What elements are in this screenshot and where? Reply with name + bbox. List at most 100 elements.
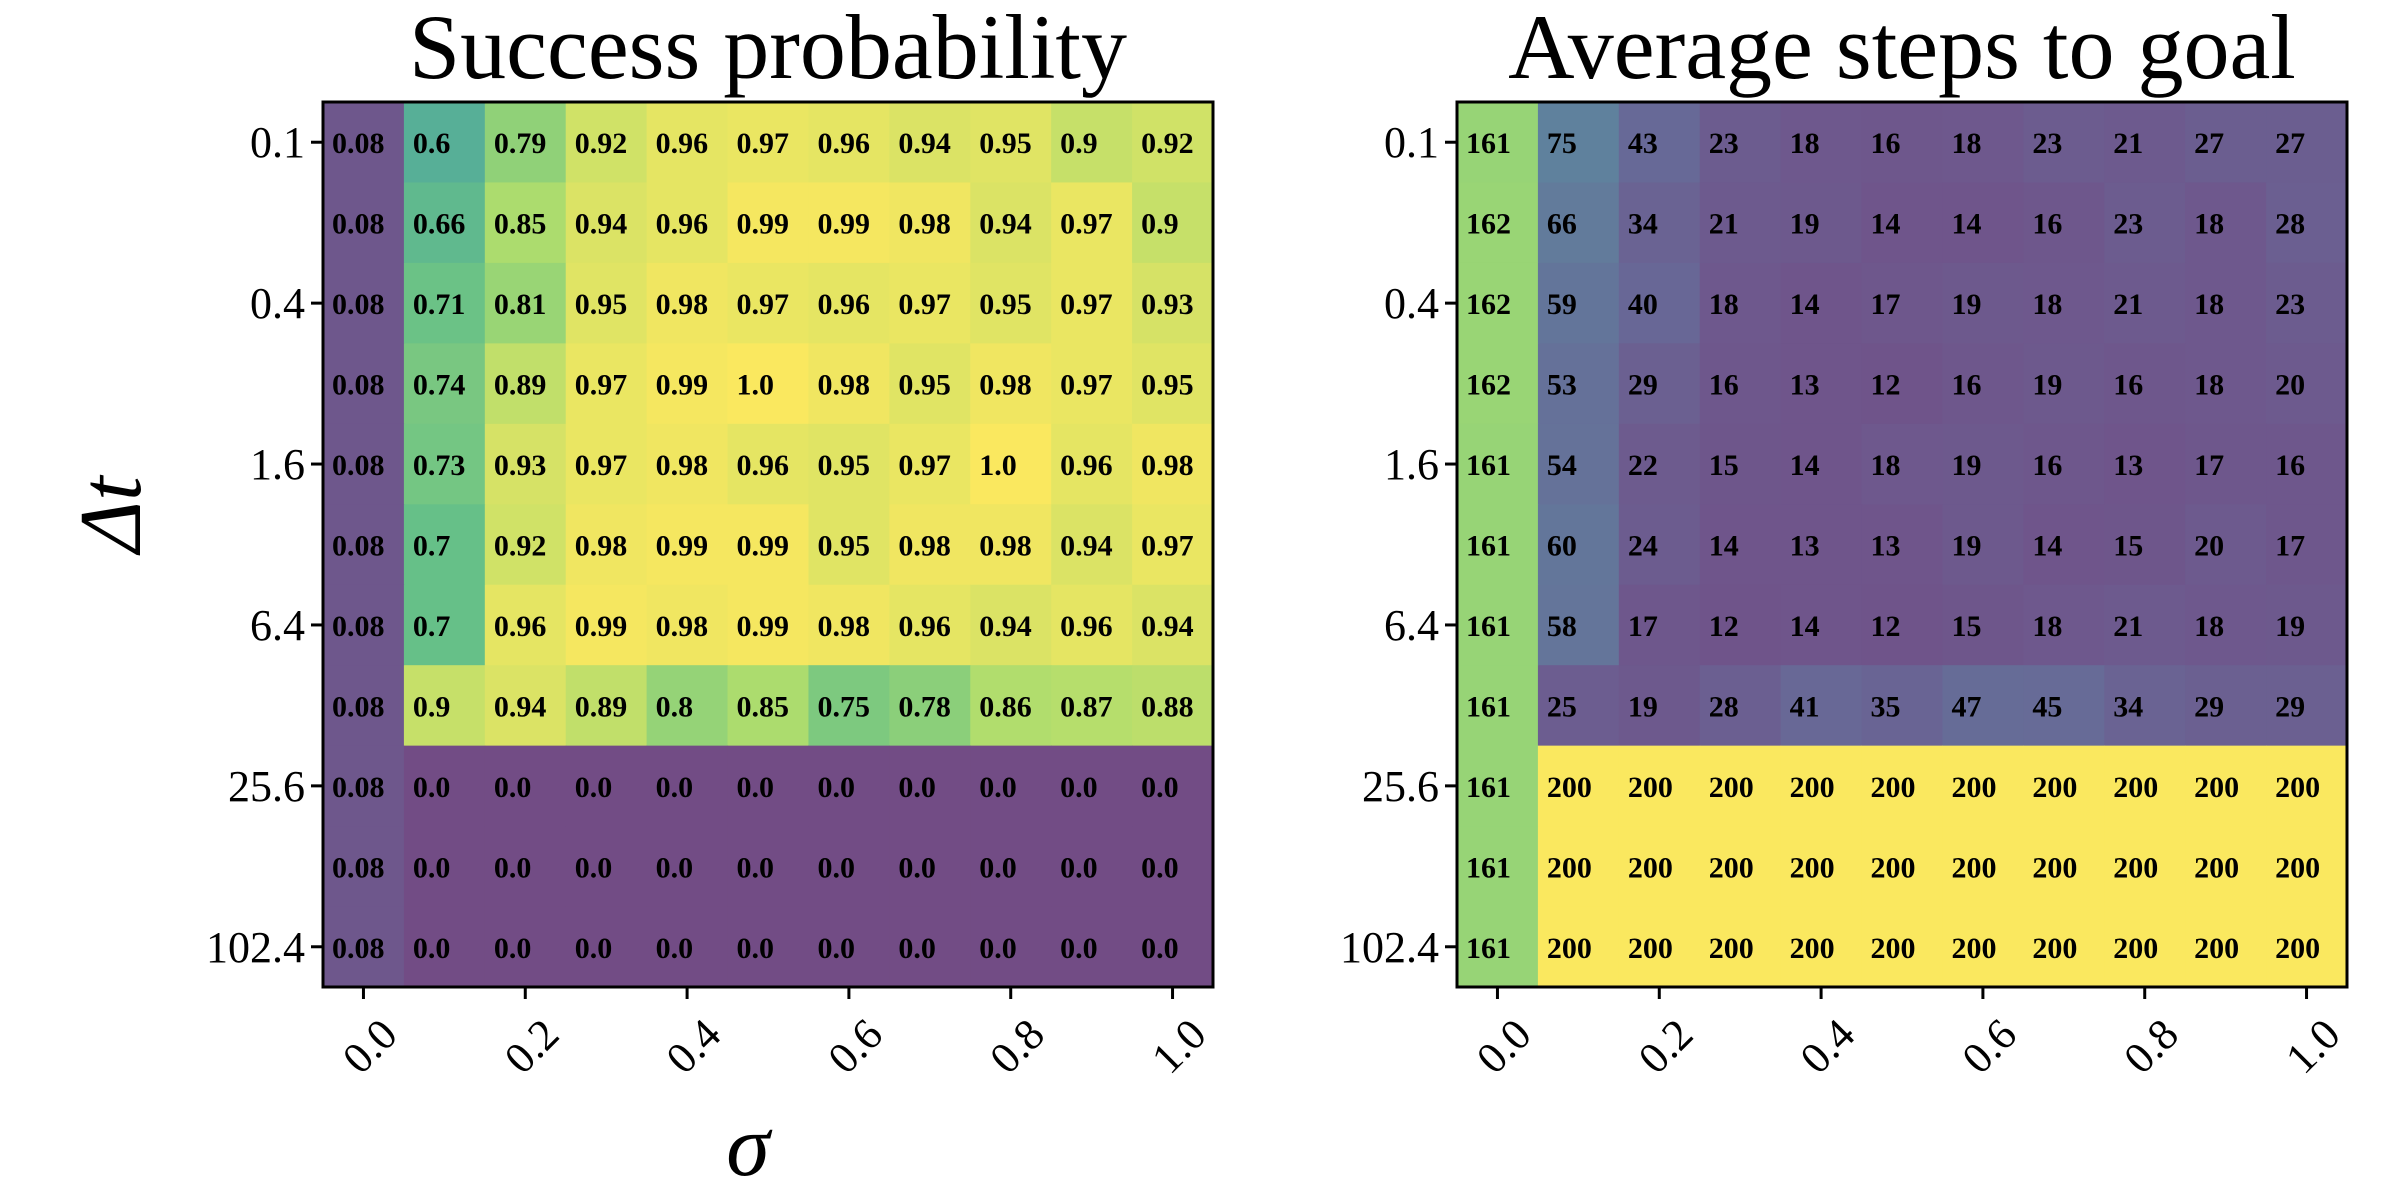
heatmap-cell: [1780, 665, 1863, 747]
cell-value-label: 200: [2275, 932, 2320, 965]
heatmap-cell: [970, 826, 1052, 908]
x-tick-label: 0.8: [980, 1009, 1054, 1083]
heatmap-cell: [1132, 906, 1214, 988]
cell-value-label: 0.08: [332, 690, 385, 723]
plot-frame: [1455, 100, 2349, 989]
cell-value-label: 41: [1790, 690, 1820, 723]
cell-value-label: 18: [1871, 449, 1901, 482]
y-tick-label: 1.6: [1384, 440, 1439, 489]
cell-value-label: 0.97: [898, 449, 951, 482]
cell-value-label: 19: [1628, 690, 1658, 723]
heatmap-cell: [2266, 182, 2348, 264]
cell-value-label: 0.94: [979, 208, 1032, 241]
heatmap-cell: [2185, 826, 2267, 908]
cell-value-label: 0.0: [575, 771, 613, 804]
heatmap-cell: [808, 906, 890, 988]
cell-value-label: 0.97: [575, 449, 628, 482]
heatmap-cell: [1618, 504, 1701, 586]
heatmap-cell: [2185, 423, 2267, 505]
cell-value-label: 25: [1547, 690, 1577, 723]
cell-value-label: 14: [1790, 610, 1820, 643]
heatmap-cell: [323, 906, 405, 988]
heatmap-cell: [2023, 182, 2105, 264]
heatmap-cell: [484, 665, 567, 747]
cell-value-label: 0.8: [656, 690, 694, 723]
heatmap-cell: [403, 745, 486, 827]
cell-value-label: 0.97: [737, 127, 790, 160]
heatmap-cell: [2185, 745, 2267, 827]
heatmap-cell: [1051, 745, 1133, 827]
cell-value-label: 23: [2113, 208, 2143, 241]
cell-value-label: 200: [1628, 851, 1673, 884]
heatmap-cell: [1699, 262, 1782, 344]
cell-value-label: 0.71: [413, 288, 466, 321]
heatmap-cell: [646, 423, 729, 505]
cell-value-label: 0.96: [656, 127, 709, 160]
cell-value-label: 200: [1951, 771, 1996, 804]
cell-value-label: 0.9: [1060, 127, 1098, 160]
heatmap-cell: [808, 182, 890, 264]
cell-value-label: 0.0: [1141, 771, 1179, 804]
heatmap-cell: [970, 665, 1052, 747]
cell-value-label: 200: [1547, 771, 1592, 804]
cell-value-label: 17: [2194, 449, 2224, 482]
heatmap-cell: [565, 182, 648, 264]
y-tick-label: 6.4: [250, 601, 305, 650]
cell-value-label: 0.0: [898, 932, 936, 965]
cell-value-label: 0.0: [656, 932, 694, 965]
heatmap-cell: [2023, 745, 2105, 827]
cell-value-label: 200: [1628, 932, 1673, 965]
cell-value-label: 0.93: [494, 449, 547, 482]
heatmap-cell: [1942, 906, 2024, 988]
cell-value-label: 0.94: [494, 690, 547, 723]
heatmap-cell: [484, 584, 567, 666]
cell-value-label: 0.94: [979, 610, 1032, 643]
heatmap-cell: [1457, 343, 1539, 425]
cell-value-label: 200: [1547, 851, 1592, 884]
cell-value-label: 200: [2194, 851, 2239, 884]
cell-value-label: 27: [2275, 127, 2305, 160]
cell-value-label: 0.0: [1141, 851, 1179, 884]
heatmap-cell: [1618, 584, 1701, 666]
cell-value-label: 0.98: [656, 288, 709, 321]
cell-value-label: 0.08: [332, 771, 385, 804]
cell-value-label: 0.0: [979, 771, 1017, 804]
heatmap-cell: [565, 262, 648, 344]
cell-value-label: 0.0: [1060, 851, 1098, 884]
heatmap-cell: [727, 584, 809, 666]
cell-value-label: 200: [1547, 932, 1592, 965]
cell-value-label: 200: [2113, 771, 2158, 804]
cell-value-label: 0.79: [494, 127, 547, 160]
cell-value-label: 0.0: [413, 771, 451, 804]
cell-value-label: 0.08: [332, 369, 385, 402]
heatmap-cell: [1861, 584, 1943, 666]
x-tick-label: 0.0: [333, 1009, 407, 1083]
cell-value-label: 0.98: [817, 610, 870, 643]
cell-value-label: 200: [1871, 932, 1916, 965]
cell-value-label: 23: [2032, 127, 2062, 160]
heatmap-cell: [565, 423, 648, 505]
heatmap-cell: [403, 584, 486, 666]
heatmap-cell: [403, 182, 486, 264]
heatmap-cell: [1942, 182, 2024, 264]
heatmap-cell: [646, 745, 729, 827]
cell-value-label: 0.98: [898, 530, 951, 563]
chart-title: Success probability: [409, 0, 1127, 98]
heatmap-cell: [323, 102, 405, 183]
heatmap-cell: [2104, 504, 2186, 586]
cell-value-label: 0.95: [817, 449, 870, 482]
cell-value-label: 23: [2275, 288, 2305, 321]
heatmap-cell: [323, 262, 405, 344]
heatmap-cell: [1618, 423, 1701, 505]
cell-value-label: 0.95: [979, 127, 1032, 160]
heatmap-cell: [1861, 906, 1943, 988]
heatmap-cell: [2104, 423, 2186, 505]
cell-value-label: 0.73: [413, 449, 466, 482]
cell-value-label: 19: [1951, 449, 1981, 482]
heatmap-cell: [1051, 182, 1133, 264]
cell-value-label: 16: [1871, 127, 1901, 160]
heatmap-cell: [484, 102, 567, 183]
heatmap-cell: [1132, 343, 1214, 425]
heatmap-cell: [808, 826, 890, 908]
heatmap-cell: [2185, 584, 2267, 666]
